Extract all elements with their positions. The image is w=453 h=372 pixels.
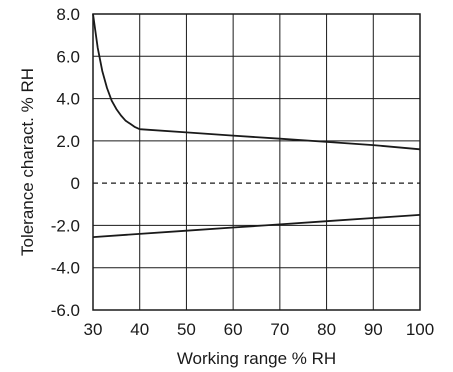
y-tick-label: 8.0 — [56, 5, 80, 24]
x-tick-label: 90 — [364, 320, 383, 339]
x-tick-label: 70 — [270, 320, 289, 339]
y-tick-label: 2.0 — [56, 132, 80, 151]
y-tick-label: 6.0 — [56, 47, 80, 66]
series-group — [92, 13, 421, 238]
x-tick-label: 100 — [406, 320, 434, 339]
y-tick-label: 4.0 — [56, 90, 80, 109]
x-tick-labels: 30 40 50 60 70 80 90 100 — [84, 320, 435, 339]
y-tick-label: -6.0 — [51, 301, 80, 320]
plot-area — [92, 13, 421, 311]
x-axis-label: Working range % RH — [177, 349, 336, 368]
y-tick-label: -2.0 — [51, 216, 80, 235]
y-tick-labels: 8.0 6.0 4.0 2.0 0 -2.0 -4.0 -6.0 — [51, 5, 80, 320]
y-axis-label: Tolerance charact. % RH — [18, 68, 37, 256]
y-tick-label: -4.0 — [51, 259, 80, 278]
x-tick-label: 40 — [130, 320, 149, 339]
x-tick-label: 80 — [317, 320, 336, 339]
upper-tolerance-line — [92, 13, 421, 151]
grid — [92, 13, 421, 311]
y-tick-label: 0 — [71, 174, 80, 193]
lower-tolerance-line — [92, 214, 421, 238]
x-tick-label: 30 — [84, 320, 103, 339]
x-tick-label: 60 — [224, 320, 243, 339]
x-tick-label: 50 — [177, 320, 196, 339]
